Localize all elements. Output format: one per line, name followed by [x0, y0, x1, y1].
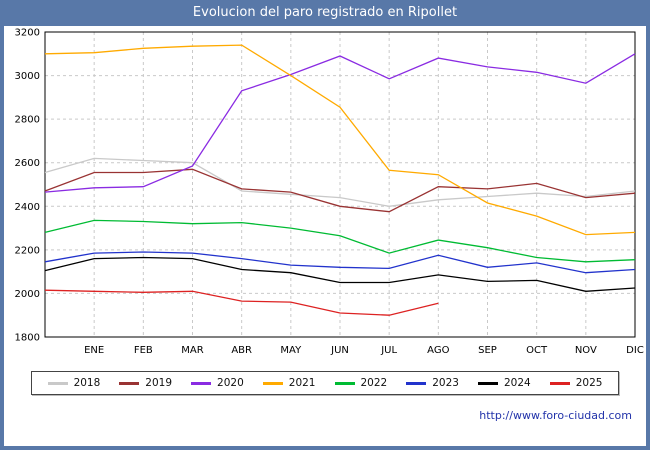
legend-label-2024: 2024 — [503, 377, 531, 389]
x-tick-label: FEB — [134, 345, 153, 356]
legend: 2018 2019 2020 2021 2022 2023 2024 2025 — [30, 371, 620, 395]
series-line-2023 — [44, 251, 636, 274]
y-tick-label: 3000 — [15, 71, 40, 82]
legend-label-2019: 2019 — [145, 377, 173, 389]
chart-panel: 1800 2000 2200 2400 2600 2800 3000 3200 ENE FEB MA… — [4, 26, 646, 446]
x-tick-label: MAY — [280, 345, 302, 356]
x-tick-label: AGO — [427, 345, 449, 356]
legend-swatch-2022 — [334, 381, 355, 385]
chart-title: Evolucion del paro registrado en Ripolle… — [192, 5, 458, 20]
series-line-2025 — [44, 289, 439, 316]
legend-label-2023: 2023 — [432, 377, 459, 389]
series-line-2019 — [44, 168, 636, 213]
legend-label-2022: 2022 — [360, 377, 388, 389]
legend-swatch-2023 — [406, 381, 427, 385]
legend-item-2023: 2023 — [406, 377, 459, 389]
y-tick-label: 3200 — [15, 28, 40, 39]
legend-swatch-2018 — [47, 381, 68, 385]
legend-item-2018: 2018 — [47, 377, 101, 389]
legend-label-2025: 2025 — [575, 377, 603, 389]
series-line-2020 — [44, 53, 636, 193]
legend-item-2019: 2019 — [119, 377, 172, 389]
legend-swatch-2021 — [262, 381, 283, 385]
footer: http://www.foro-ciudad.com — [4, 409, 646, 422]
footer-link[interactable]: http://www.foro-ciudad.com — [479, 409, 632, 422]
x-tick-label: NOV — [575, 345, 597, 356]
series-line-2021 — [44, 44, 636, 236]
legend-item-2021: 2021 — [262, 377, 316, 389]
x-tick-label: JUN — [330, 345, 349, 356]
legend-swatch-2024 — [477, 381, 498, 385]
y-tick-label: 1800 — [15, 333, 40, 344]
legend-item-2025: 2025 — [549, 377, 603, 389]
legend-swatch-2020 — [191, 381, 212, 385]
line-chart: 1800 2000 2200 2400 2600 2800 3000 3200 ENE FEB MA… — [15, 28, 644, 357]
x-tick-label: ENE — [84, 345, 104, 356]
legend-label-2020: 2020 — [217, 377, 244, 389]
y-tick-label: 2400 — [15, 202, 40, 213]
legend-item-2020: 2020 — [191, 377, 244, 389]
plot-border — [44, 31, 636, 338]
legend-swatch-2025 — [549, 381, 570, 385]
x-tick-label: JUL — [380, 345, 397, 356]
legend-label-2018: 2018 — [73, 377, 101, 389]
x-tick-label: MAR — [181, 345, 203, 356]
series-line-2022 — [44, 219, 636, 263]
x-tick-label: DIC — [626, 345, 644, 356]
legend-label-2021: 2021 — [288, 377, 316, 389]
x-tick-label: SEP — [478, 345, 497, 356]
legend-item-2022: 2022 — [334, 377, 388, 389]
y-tick-label: 2600 — [15, 158, 40, 169]
y-tick-label: 2200 — [15, 245, 40, 256]
series-line-2018 — [44, 157, 636, 207]
legend-swatch-2019 — [119, 381, 140, 385]
x-tick-label: OCT — [526, 345, 548, 356]
y-tick-label: 2000 — [15, 289, 40, 300]
legend-item-2024: 2024 — [477, 377, 531, 389]
x-tick-label: ABR — [231, 345, 252, 356]
series-line-2024 — [44, 256, 636, 292]
y-tick-label: 2800 — [15, 115, 40, 126]
